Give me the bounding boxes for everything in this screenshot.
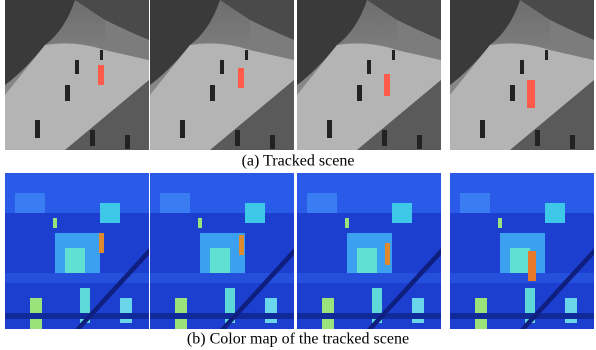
figure: (a) Tracked scene (b) Color map of the t… <box>0 0 596 350</box>
frame <box>450 0 594 150</box>
colormap <box>297 173 441 329</box>
colormap-row <box>5 173 594 329</box>
frame <box>297 0 441 150</box>
colormap <box>150 173 294 329</box>
tracked-row <box>5 0 594 150</box>
frame <box>150 0 294 150</box>
caption: (b) Color map of the tracked scene <box>187 331 409 348</box>
caption: (a) Tracked scene <box>242 153 355 170</box>
colormap <box>5 173 149 329</box>
colormap <box>450 173 594 329</box>
frame <box>5 0 149 150</box>
